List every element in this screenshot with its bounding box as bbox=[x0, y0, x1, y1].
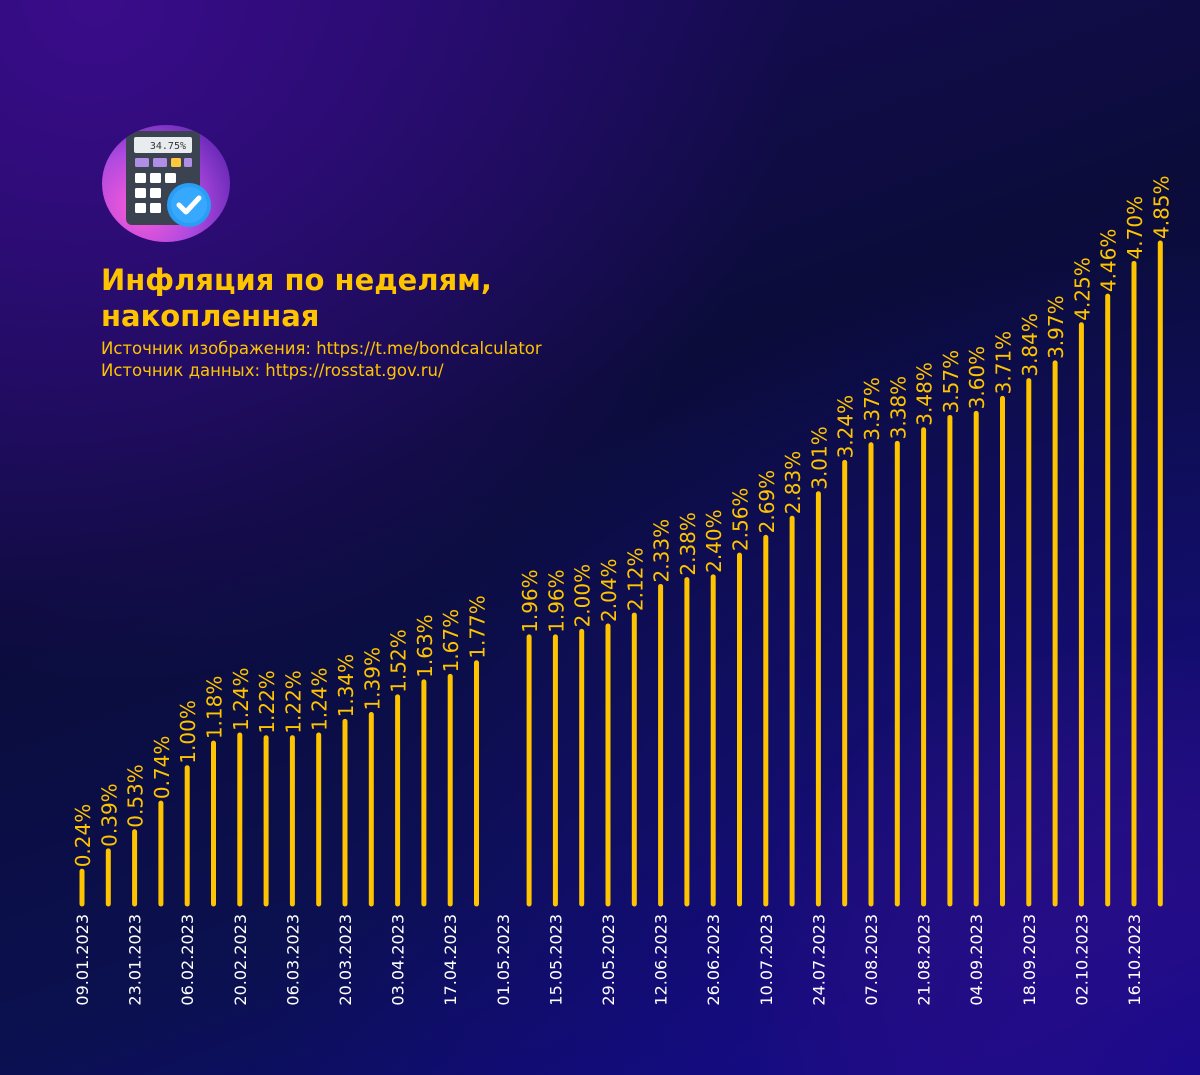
calculator-icon: 34.75% bbox=[126, 131, 211, 227]
date-tick-label-11: 12.06.2023 bbox=[652, 914, 671, 1006]
date-tick-label-19: 02.10.2023 bbox=[1072, 914, 1091, 1006]
bar-value-label-31: 3.48% bbox=[913, 362, 937, 426]
date-tick-label-2: 06.02.2023 bbox=[178, 914, 197, 1006]
chart-title: Инфляция по неделям, накопленная bbox=[101, 262, 621, 334]
bar-value-label-4: 1.00% bbox=[176, 700, 200, 764]
date-tick-label-7: 17.04.2023 bbox=[441, 914, 460, 1006]
bar-value-label-15: 1.77% bbox=[466, 595, 490, 659]
bar-value-label-38: 4.46% bbox=[1097, 229, 1121, 293]
bar-value-label-2: 0.53% bbox=[124, 764, 148, 828]
bar-value-label-37: 4.25% bbox=[1070, 257, 1094, 321]
date-tick-label-13: 10.07.2023 bbox=[757, 914, 776, 1006]
bar-value-label-21: 2.33% bbox=[650, 519, 674, 583]
bar-value-label-24: 2.56% bbox=[729, 488, 753, 552]
date-tick-label-20: 16.10.2023 bbox=[1125, 914, 1144, 1006]
calculator-logo: 34.75% bbox=[102, 125, 230, 242]
bar-value-label-34: 3.71% bbox=[992, 331, 1016, 395]
bar-value-label-27: 3.01% bbox=[807, 426, 831, 490]
bar-value-label-17: 1.96% bbox=[544, 569, 568, 633]
bar-value-label-9: 1.24% bbox=[308, 667, 332, 731]
date-tick-label-0: 09.01.2023 bbox=[73, 914, 92, 1006]
date-tick-label-16: 21.08.2023 bbox=[915, 914, 934, 1006]
bar-value-label-10: 1.34% bbox=[334, 654, 358, 718]
bar-value-label-0: 0.24% bbox=[71, 804, 95, 868]
date-tick-label-18: 18.09.2023 bbox=[1020, 914, 1039, 1006]
bar-value-label-19: 2.04% bbox=[597, 558, 621, 622]
bar-value-label-8: 1.22% bbox=[281, 670, 305, 734]
bar-value-label-29: 3.37% bbox=[860, 377, 884, 441]
bar-value-label-35: 3.84% bbox=[1018, 313, 1042, 377]
date-tick-label-5: 20.03.2023 bbox=[336, 914, 355, 1006]
date-tick-label-3: 20.02.2023 bbox=[231, 914, 250, 1006]
bar-value-label-23: 2.40% bbox=[702, 509, 726, 573]
bar-value-label-25: 2.69% bbox=[755, 470, 779, 534]
date-tick-label-15: 07.08.2023 bbox=[862, 914, 881, 1006]
date-tick-label-1: 23.01.2023 bbox=[126, 914, 145, 1006]
bar-value-label-13: 1.63% bbox=[413, 614, 437, 678]
bar-value-label-22: 2.38% bbox=[676, 512, 700, 576]
date-tick-label-12: 26.06.2023 bbox=[704, 914, 723, 1006]
bar-value-label-39: 4.70% bbox=[1123, 196, 1147, 260]
bar-value-label-6: 1.24% bbox=[229, 667, 253, 731]
bar-value-label-40: 4.85% bbox=[1149, 175, 1173, 239]
bar-value-label-16: 1.96% bbox=[518, 569, 542, 633]
bar-value-label-28: 3.24% bbox=[834, 395, 858, 459]
date-tick-label-14: 24.07.2023 bbox=[809, 914, 828, 1006]
date-tick-label-10: 29.05.2023 bbox=[599, 914, 618, 1006]
chart-title-line1: Инфляция по неделям, bbox=[101, 263, 492, 297]
date-tick-label-9: 15.05.2023 bbox=[546, 914, 565, 1006]
data-source: Источник данных: https://rosstat.gov.ru/ bbox=[101, 361, 444, 380]
date-tick-label-6: 03.04.2023 bbox=[389, 914, 408, 1006]
bar-value-label-3: 0.74% bbox=[150, 736, 174, 800]
image-source: Источник изображения: https://t.me/bondc… bbox=[101, 339, 542, 358]
checkmark-icon bbox=[176, 195, 202, 215]
date-tick-label-17: 04.09.2023 bbox=[967, 914, 986, 1006]
bar-value-label-32: 3.57% bbox=[939, 350, 963, 414]
bar-value-label-14: 1.67% bbox=[439, 609, 463, 673]
bar-value-label-1: 0.39% bbox=[97, 783, 121, 847]
bar-value-label-18: 2.00% bbox=[571, 564, 595, 628]
bar-value-label-12: 1.52% bbox=[387, 629, 411, 693]
bar-value-label-7: 1.22% bbox=[255, 670, 279, 734]
bar-value-label-33: 3.60% bbox=[965, 346, 989, 410]
date-tick-label-4: 06.03.2023 bbox=[283, 914, 302, 1006]
bar-value-label-30: 3.38% bbox=[886, 376, 910, 440]
bar-value-label-20: 2.12% bbox=[623, 548, 647, 612]
chart-title-line2: накопленная bbox=[101, 299, 320, 333]
bar-value-label-26: 2.83% bbox=[781, 451, 805, 515]
bar-value-label-5: 1.18% bbox=[203, 676, 227, 740]
calculator-display: 34.75% bbox=[150, 141, 186, 152]
bar-value-label-11: 1.39% bbox=[360, 647, 384, 711]
date-tick-label-8: 01.05.2023 bbox=[494, 914, 513, 1006]
bar-value-label-36: 3.97% bbox=[1044, 295, 1068, 359]
